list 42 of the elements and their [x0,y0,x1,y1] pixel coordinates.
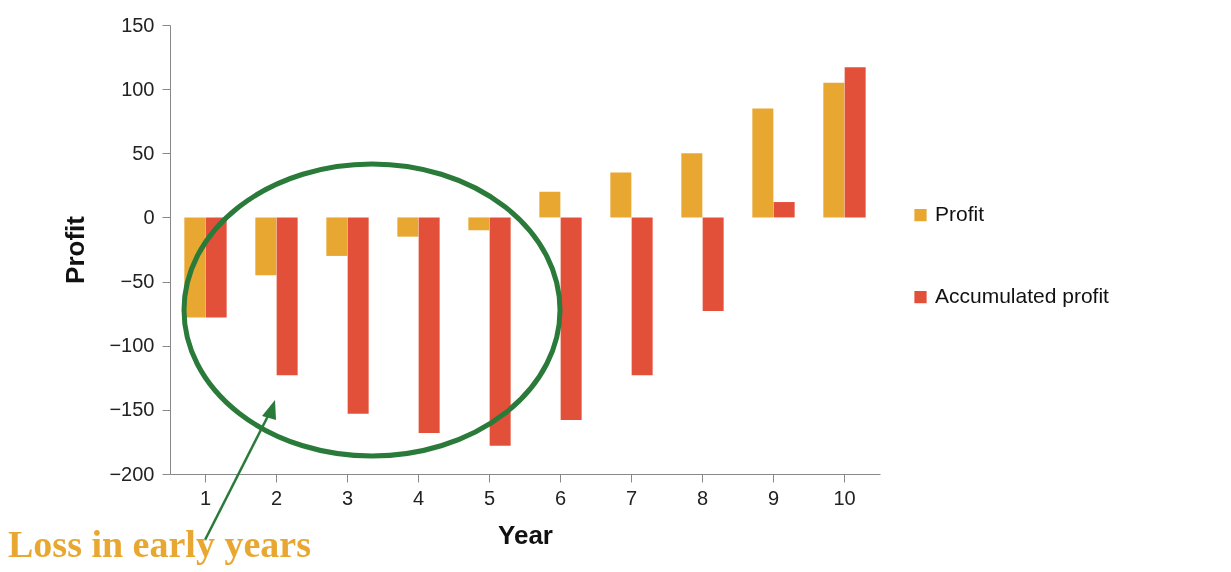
x-axis-title: Year [498,519,553,550]
bar [397,217,419,237]
x-tick-label: 6 [554,486,567,509]
x-tick-label: 5 [483,486,496,509]
bar [468,217,490,231]
bar [255,217,277,276]
x-tick-label: 2 [270,486,283,509]
y-tick-label: 100 [121,77,155,100]
x-tick-label: 9 [767,486,780,509]
y-tick-label: 50 [132,141,155,164]
y-tick-label: −50 [120,270,155,293]
bar [205,217,227,318]
bar [631,217,653,376]
x-tick-label: 7 [625,486,638,509]
bar [752,108,774,218]
y-tick-label: 0 [143,205,155,228]
x-tick-label: 8 [696,486,709,509]
y-tick-label: 150 [121,13,155,36]
bar [276,217,298,376]
bar [418,217,440,433]
bar [326,217,348,256]
legend-label: Profit [935,202,985,226]
bar [702,217,724,312]
bar [560,217,582,421]
y-tick-label: −100 [109,334,155,357]
x-tick-label: 10 [833,486,856,509]
y-tick-label: −200 [109,462,155,485]
y-axis-title: Profit [60,215,91,284]
bar [681,153,703,218]
bar [844,67,866,218]
bar [539,191,561,218]
bar [347,217,369,414]
x-tick-label: 4 [412,486,425,509]
x-tick-label: 1 [199,486,212,509]
text: Loss in early years [8,522,311,566]
bar [773,202,795,218]
y-tick-label: −150 [109,398,155,421]
bar [610,172,632,218]
bar [823,82,845,218]
legend-label: Accumulated profit [935,284,1110,308]
bar [489,217,511,446]
x-tick-label: 3 [341,486,354,509]
